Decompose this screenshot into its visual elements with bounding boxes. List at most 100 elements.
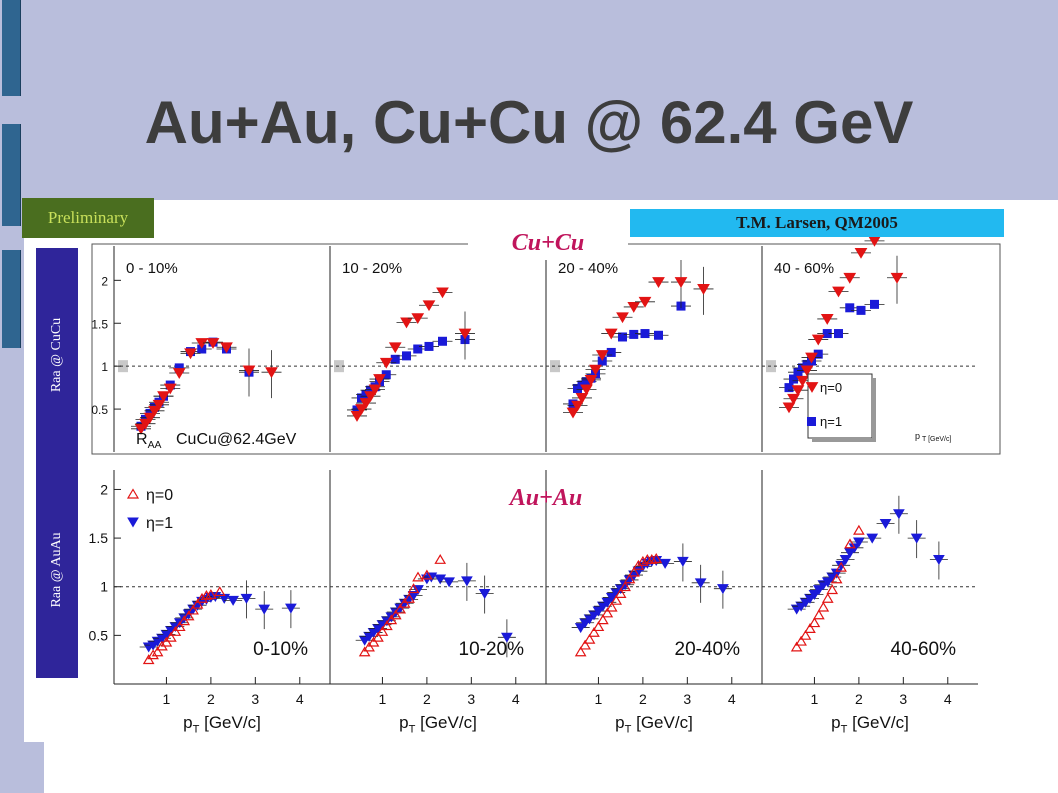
auau-point-eta0 <box>835 561 847 572</box>
auau-point-eta1 <box>893 509 905 520</box>
auau-point-eta0 <box>385 614 398 625</box>
auau-x-tick-label: 4 <box>944 691 952 707</box>
auau-y-tick-label: 1.5 <box>89 530 109 546</box>
auau-point-eta0 <box>372 631 384 642</box>
cucu-inner-label-raa: RAA <box>136 431 161 451</box>
auau-point-eta0 <box>817 601 830 612</box>
auau-point-eta0 <box>403 592 415 603</box>
auau-point-eta0 <box>182 610 195 621</box>
auau-x-tick-label: 2 <box>207 691 215 707</box>
cucu-point-eta0 <box>172 368 186 379</box>
auau-point-eta0 <box>826 584 839 595</box>
auau-point-eta0 <box>398 597 411 608</box>
cucu-point-eta1 <box>845 303 855 313</box>
auau-point-eta1 <box>592 606 605 617</box>
cucu-point-eta0 <box>575 393 589 404</box>
cucu-point-eta1 <box>789 374 798 384</box>
cucu-point-eta1 <box>629 329 639 339</box>
cucu-point-eta1 <box>413 344 423 354</box>
auau-point-eta0 <box>142 654 155 665</box>
cucu-point-eta1 <box>834 329 843 339</box>
auau-point-eta0 <box>605 601 618 612</box>
auau-x-tick-label: 3 <box>683 691 691 707</box>
cucu-point-eta0 <box>163 383 177 395</box>
cucu-point-eta1 <box>618 332 627 342</box>
slide-header-band <box>0 0 1058 200</box>
auau-point-eta0 <box>376 625 389 636</box>
cucu-point-eta0 <box>811 334 825 346</box>
auau-x-tick-label: 2 <box>423 691 431 707</box>
cucu-point-eta0 <box>157 391 170 403</box>
cucu-point-eta1 <box>438 336 447 346</box>
auau-point-eta1 <box>808 590 821 600</box>
auau-point-eta0 <box>799 629 812 640</box>
cucu-point-eta0 <box>152 399 166 411</box>
auau-point-eta0 <box>645 553 658 564</box>
auau-panel-label: 10-20% <box>459 639 525 660</box>
cucu-point-eta0 <box>791 385 805 397</box>
auau-point-eta1 <box>574 623 587 634</box>
auau-point-eta0 <box>160 636 173 647</box>
cucu-point-eta1 <box>822 329 832 339</box>
auau-point-eta1 <box>659 558 671 569</box>
cucu-panel-label: 0 - 10% <box>126 260 178 277</box>
cucu-point-eta0 <box>589 364 602 376</box>
cucu-point-eta0 <box>854 247 868 259</box>
cucu-point-eta0 <box>604 328 618 340</box>
cucu-point-eta0 <box>220 342 233 354</box>
auau-point-eta0 <box>637 555 649 566</box>
auau-legend-marker-eta1 <box>127 517 139 528</box>
auau-point-eta0 <box>574 646 587 657</box>
auau-point-eta0 <box>191 598 204 609</box>
auau-point-eta1 <box>501 632 513 643</box>
auau-point-eta0 <box>173 621 186 632</box>
cucu-y-tick-label: 2 <box>101 274 108 288</box>
cucu-point-eta0 <box>364 391 377 403</box>
cucu-legend-eta1: η=1 <box>820 414 842 429</box>
auau-point-eta1 <box>285 603 297 614</box>
cucu-point-eta0 <box>411 313 425 325</box>
cucu-legend-eta0: η=0 <box>820 380 842 395</box>
cucu-point-eta0 <box>265 367 278 379</box>
cucu-point-eta0 <box>571 400 584 412</box>
cucu-point-eta0 <box>796 375 809 387</box>
auau-point-eta0 <box>588 626 600 637</box>
auau-point-eta1 <box>866 533 879 544</box>
cucu-panel-label: 20 - 40% <box>558 260 618 277</box>
auau-panel-label: 20-40% <box>675 639 741 660</box>
cucu-point-eta0 <box>800 365 814 377</box>
cucu-y-tick-label: 1 <box>101 360 108 374</box>
cucu-point-eta1 <box>352 405 362 415</box>
cucu-point-eta0 <box>379 357 393 369</box>
cucu-legend-marker-eta1 <box>807 417 816 426</box>
cucu-point-eta1 <box>784 383 794 393</box>
auau-point-eta0 <box>579 639 591 650</box>
cucu-point-eta0 <box>139 418 152 430</box>
cucu-point-eta1 <box>381 370 391 380</box>
cucu-point-eta1 <box>856 305 866 315</box>
auau-point-eta1 <box>434 574 447 585</box>
auau-point-eta0 <box>790 641 803 652</box>
cucu-point-eta0 <box>368 384 382 396</box>
auau-point-eta0 <box>196 592 208 603</box>
auau-legend-marker-eta0 <box>126 488 140 499</box>
cucu-point-eta0 <box>832 286 845 298</box>
auau-x-tick-label: 1 <box>595 691 603 707</box>
cucu-point-eta0 <box>627 302 641 313</box>
cucu-point-eta0 <box>148 405 161 417</box>
auau-point-eta0 <box>213 586 226 597</box>
auau-point-eta0 <box>628 566 640 577</box>
auau-x-tick-label: 3 <box>899 691 907 707</box>
cucu-point-eta0 <box>422 300 436 312</box>
cucu-point-eta0 <box>184 348 197 360</box>
cucu-point-eta1 <box>197 344 207 354</box>
auau-point-eta0 <box>583 633 596 644</box>
cucu-point-eta0 <box>595 350 609 361</box>
cucu-xunit-sub: T [GeV/c] <box>922 436 951 443</box>
auau-point-eta0 <box>597 614 609 625</box>
auau-point-eta0 <box>200 589 213 600</box>
cucu-panel-label: 40 - 60% <box>774 260 834 277</box>
cucu-legend-shadow <box>872 378 876 442</box>
auau-x-tick-label: 2 <box>639 691 647 707</box>
auau-point-eta1 <box>258 604 271 615</box>
